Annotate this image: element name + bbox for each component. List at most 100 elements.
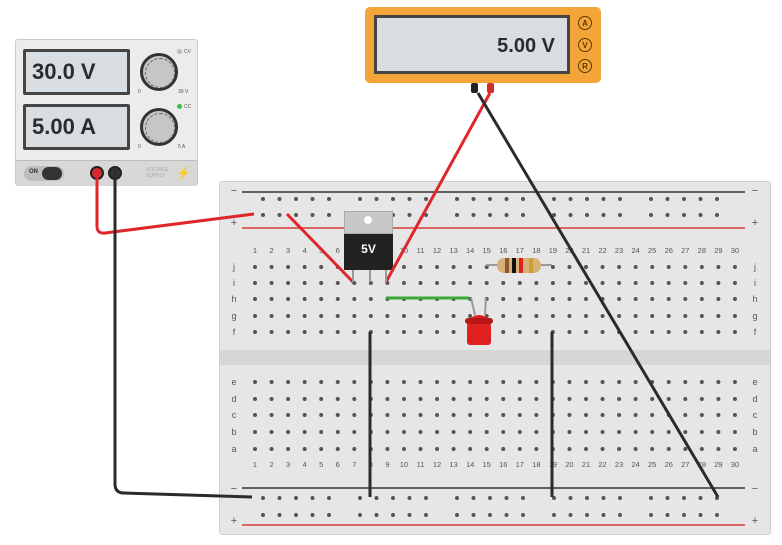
rail-hole (374, 513, 379, 517)
positive-terminal[interactable] (90, 166, 104, 180)
voltage-display: 30.0 V (23, 49, 130, 95)
breadboard-hole (335, 430, 340, 434)
resistor[interactable] (497, 258, 541, 273)
breadboard-hole (286, 430, 291, 434)
breadboard-hole (567, 380, 572, 384)
rail-sign-left: − (231, 185, 237, 197)
breadboard-hole (584, 297, 588, 301)
lightning-icon: ⚡ (176, 166, 191, 180)
column-number-top: 20 (565, 246, 573, 255)
breadboard-hole (617, 413, 622, 417)
column-number-top: 12 (433, 246, 441, 255)
rail-hole (327, 213, 331, 217)
rail-hole (358, 496, 362, 500)
breadboard-hole (253, 281, 257, 285)
voltage-regulator[interactable]: 5V (344, 234, 393, 270)
breadboard-hole (484, 447, 489, 451)
breadboard-hole (435, 413, 440, 417)
current-knob[interactable] (140, 108, 178, 146)
breadboard-hole (269, 380, 274, 384)
breadboard-hole (418, 447, 423, 451)
column-number-bottom: 17 (516, 460, 524, 469)
breadboard-hole (716, 447, 721, 451)
rail-hole (585, 496, 589, 500)
rail-hole (455, 513, 459, 517)
rail-hole (698, 496, 703, 500)
row-letter-left: j (232, 262, 235, 272)
breadboard[interactable]: −−++−−++11223344556677889910101111121213… (219, 181, 771, 535)
breadboard-hole (253, 330, 257, 334)
breadboard-hole (633, 380, 638, 384)
breadboard-hole (253, 297, 257, 301)
rail-hole (488, 513, 492, 517)
ohmmeter-mode-button[interactable]: R (578, 59, 592, 73)
rail-hole (310, 496, 315, 500)
breadboard-hole (368, 413, 373, 417)
column-number-top: 26 (665, 246, 673, 255)
row-letter-right: e (752, 377, 757, 387)
rail-sign-left: − (231, 483, 237, 495)
rail-hole (374, 496, 379, 500)
power-switch[interactable]: ON (24, 166, 64, 181)
rail-hole (618, 513, 622, 517)
power-supply[interactable]: 30.0 V 5.00 A 0 30 V 0 5 A CV CC ON VOLT… (15, 39, 198, 186)
breadboard-hole (352, 397, 357, 401)
rail-sign-left: + (231, 515, 237, 527)
breadboard-hole (401, 430, 406, 434)
column-number-bottom: 23 (615, 460, 623, 469)
breadboard-hole (335, 413, 340, 417)
breadboard-hole (451, 430, 456, 434)
breadboard-hole (600, 447, 605, 451)
rail-hole (649, 197, 653, 201)
rail-hole (488, 213, 492, 217)
breadboard-hole (683, 380, 688, 384)
breadboard-hole (699, 430, 704, 434)
breadboard-hole (666, 397, 671, 401)
breadboard-hole (269, 281, 274, 285)
breadboard-hole (517, 281, 522, 285)
breadboard-hole (716, 380, 721, 384)
rail-hole (407, 496, 412, 500)
multimeter-red-probe[interactable] (487, 83, 494, 93)
breadboard-hole (650, 413, 655, 417)
breadboard-hole (352, 413, 357, 417)
breadboard-hole (319, 265, 324, 269)
breadboard-hole (451, 297, 456, 301)
breadboard-hole (401, 397, 406, 401)
breadboard-hole (302, 413, 307, 417)
breadboard-hole (435, 447, 440, 451)
breadboard-hole (617, 430, 622, 434)
rail-hole (261, 513, 265, 517)
resistor-band-2 (512, 258, 516, 273)
rail-sign-left: + (231, 217, 237, 229)
breadboard-hole (501, 380, 506, 384)
rail-hole (649, 513, 653, 517)
breadboard-hole (302, 447, 307, 451)
column-number-bottom: 18 (532, 460, 540, 469)
breadboard-hole (732, 297, 737, 301)
breadboard-hole (286, 413, 291, 417)
breadboard-hole (650, 380, 655, 384)
cv-indicator-label: CV (184, 49, 191, 55)
breadboard-hole (617, 397, 622, 401)
resistor-band-3 (519, 258, 523, 273)
multimeter[interactable]: 5.00 V A V R (365, 7, 601, 83)
column-number-top: 28 (698, 246, 706, 255)
voltmeter-mode-button[interactable]: V (578, 38, 592, 52)
negative-terminal[interactable] (108, 166, 122, 180)
breadboard-hole (732, 397, 737, 401)
ammeter-mode-button[interactable]: A (578, 16, 592, 30)
multimeter-black-probe[interactable] (471, 83, 478, 93)
breadboard-hole (484, 430, 489, 434)
voltage-knob[interactable] (140, 53, 178, 91)
rail-hole (665, 197, 670, 201)
column-number-top: 27 (681, 246, 689, 255)
rail-hole (504, 197, 509, 201)
rail-sign-right: − (752, 185, 758, 197)
column-number-bottom: 21 (582, 460, 590, 469)
breadboard-hole (600, 281, 605, 285)
breadboard-hole (567, 330, 572, 334)
breadboard-hole (368, 297, 373, 301)
breadboard-hole (484, 265, 489, 269)
breadboard-hole (302, 397, 307, 401)
